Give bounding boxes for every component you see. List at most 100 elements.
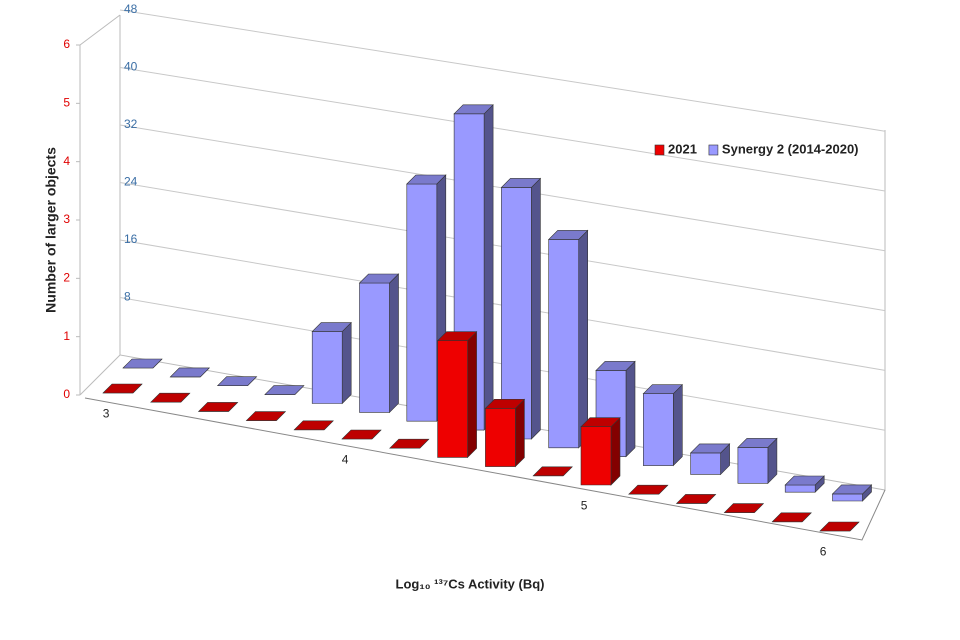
bar-top [628,484,669,495]
bar-top [784,475,825,486]
grid-line [119,67,886,192]
bar [341,429,382,440]
bar [358,273,400,414]
bar [122,358,163,369]
bar-top [547,230,589,240]
bar [675,494,717,504]
y-tick-label: 2 [63,271,70,285]
bar-front [406,183,438,422]
bar-side [531,177,541,440]
bar-top [771,512,812,523]
bar-top [484,398,526,409]
y2-tick-label: 48 [124,2,138,16]
y-tick-label: 0 [63,387,70,401]
bar-top [245,411,287,421]
bar-side [341,321,352,405]
bar-side [389,273,399,414]
bar-top [406,174,447,185]
bar [819,521,860,532]
y2-tick-label: 32 [124,117,138,131]
bar [723,503,765,513]
bar [293,420,334,431]
y-tick-label: 6 [63,37,70,51]
bar [500,177,542,440]
bar-side [483,104,494,431]
bar [389,438,430,449]
bar-top [102,383,143,394]
bar [484,398,526,468]
bar-front [359,282,390,413]
bar [532,466,573,477]
y-axis-title: Number of larger objects [43,147,59,313]
bar-top [311,322,352,332]
legend-label: Synergy 2 (2014-2020) [722,141,859,156]
y-tick-label: 1 [63,329,70,343]
bar [642,383,684,467]
bar [102,383,143,394]
bar-front [311,331,343,404]
bar-top [150,392,191,403]
y2-tick-label: 8 [124,290,131,304]
bar-front [437,340,468,458]
left-wall-top [79,14,121,46]
bar [169,367,211,378]
bar [580,416,621,486]
x-tick-label: 6 [820,545,827,559]
bar-top [293,420,334,431]
bar-front [832,493,863,502]
bar [784,475,825,493]
legend-swatch [708,144,719,156]
bar-top [500,178,542,188]
y-tick-label: 5 [63,96,70,110]
y-tick-label: 4 [63,154,70,168]
bar [150,392,191,403]
bar-top [675,494,717,504]
bar-side [672,383,683,467]
bar-top [580,417,621,428]
floor-front [84,397,886,541]
bar-side [515,398,525,468]
legend-label: 2021 [668,141,697,156]
bar [689,443,731,476]
bar [311,321,352,405]
x-tick-label: 5 [581,499,588,513]
bar-top [122,358,163,369]
bar-top [389,438,430,449]
bar [216,376,258,387]
bar [831,484,873,502]
bar-top [819,521,860,532]
bar-top [436,331,478,342]
y2-tick-label: 24 [124,175,138,189]
bar-front [485,407,516,467]
bar-top [642,384,684,395]
bar [245,411,287,421]
legend-swatch [654,144,665,156]
bar [771,512,812,523]
bar-top [216,376,258,387]
bar-side [625,360,636,458]
bar-side [467,330,477,459]
x-tick-label: 3 [103,407,110,421]
bar-front [580,426,612,486]
floor-edge [79,354,121,396]
bar [436,330,478,459]
y-tick-label: 3 [63,212,70,226]
bar-top [197,402,239,412]
bar [547,229,589,449]
bar-side [578,229,589,449]
bar-front [784,484,816,493]
bar-top [689,443,731,454]
bar-front [642,393,674,466]
bar-front [548,239,580,449]
y2-tick-label: 40 [124,60,138,74]
grid-line [119,9,886,132]
bar-front [737,447,769,484]
bar-front [690,452,721,475]
bar [737,437,778,485]
bar-top [737,438,778,448]
x-tick-label: 4 [342,453,349,467]
bar-top [341,429,382,440]
y2-tick-label: 16 [124,232,138,246]
bar-top [595,361,636,371]
